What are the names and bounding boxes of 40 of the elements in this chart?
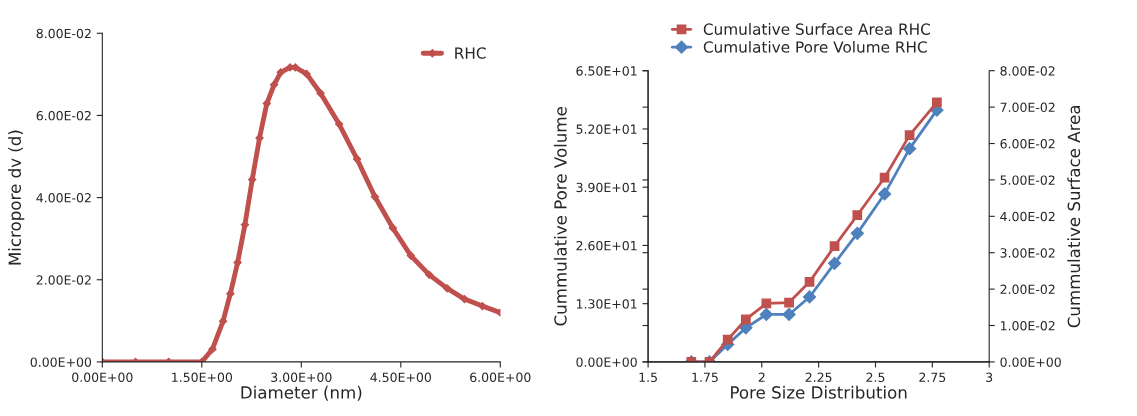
- y-tick-label: 3.90E+01: [576, 182, 637, 193]
- legend-label: RHC: [455, 47, 486, 59]
- x-axis-title: Diameter (nm): [241, 385, 362, 401]
- x-tick-label: 4.50E+00: [370, 372, 432, 383]
- y-tick-label: 6.00E-02: [36, 110, 91, 121]
- y2-tick-label: 4.00E-02: [1000, 211, 1055, 222]
- y-tick-label: 0.00E+00: [576, 357, 637, 367]
- legend-label: Cumulative Surface Area RHC: [703, 23, 930, 35]
- x-tick-label: 6.00E+00: [470, 372, 531, 383]
- x-tick-label: 1.75: [692, 372, 718, 383]
- y-tick-label: 6.50E+01: [576, 66, 637, 76]
- y2-tick-label: 6.00E-02: [1000, 138, 1055, 149]
- y-tick-label: 2.00E-02: [36, 275, 91, 285]
- y-axis-title: Micropore dv (d): [8, 130, 25, 265]
- x-tick-label: 0.00E+00: [72, 372, 133, 383]
- x-tick-label: 2: [758, 372, 765, 382]
- y2-tick-label: 3.00E-02: [1000, 248, 1055, 258]
- y2-tick-label: 5.00E-02: [1000, 175, 1055, 185]
- x-tick-label: 1.5: [639, 372, 657, 383]
- legend-label: Cumulative Pore Volume RHC: [703, 40, 927, 53]
- x-tick-label: 3.00E+00: [271, 372, 332, 383]
- y2-axis-title: Cummulative Surface Area: [1067, 105, 1081, 328]
- x-tick-label: 2.5: [866, 372, 885, 383]
- y-tick-label: 2.60E+01: [576, 240, 637, 251]
- y-tick-label: 5.20E+01: [576, 124, 637, 134]
- y-tick-label: 8.00E-02: [36, 28, 91, 39]
- y2-tick-label: 0.00E+00: [1000, 357, 1061, 367]
- x-axis-title: Pore Size Distribution: [731, 385, 907, 399]
- y2-tick-label: 1.00E-02: [1000, 320, 1055, 331]
- y2-tick-label: 7.00E-02: [1000, 102, 1055, 113]
- y2-tick-label: 8.00E-02: [1000, 66, 1055, 76]
- x-tick-label: 1.50E+00: [172, 372, 233, 383]
- y-tick-label: 0.00E+00: [30, 357, 92, 367]
- y-tick-label: 4.00E-02: [36, 193, 91, 203]
- x-tick-label: 2.25: [805, 372, 832, 383]
- x-tick-label: 2.75: [919, 372, 946, 383]
- y-tick-label: 1.30E+01: [576, 299, 637, 309]
- y2-tick-label: 2.00E-02: [1000, 284, 1055, 295]
- y-axis-title: Cummulative Pore Volume: [553, 107, 567, 326]
- x-tick-label: 3: [986, 372, 993, 383]
